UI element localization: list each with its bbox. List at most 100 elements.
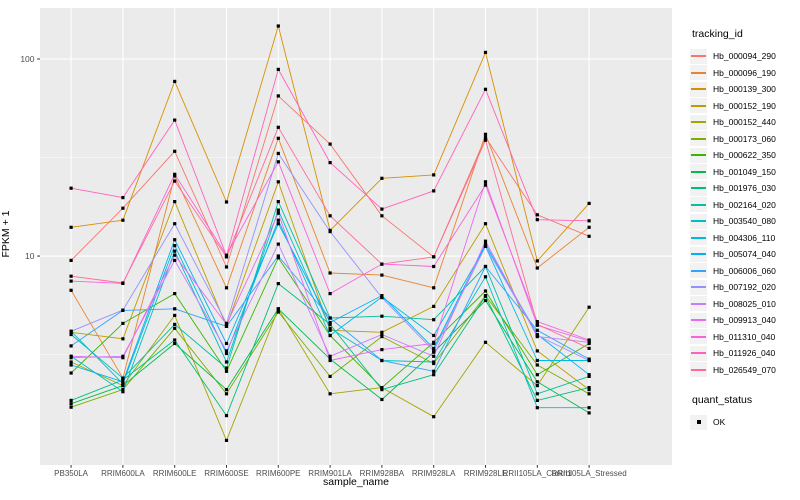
- legend-color-line: [691, 88, 706, 91]
- data-point-marker: [121, 380, 125, 384]
- data-point-marker: [121, 376, 125, 380]
- data-point-marker: [328, 374, 332, 378]
- data-point-marker: [276, 242, 280, 246]
- data-point-marker: [224, 414, 229, 418]
- data-point-marker: [535, 392, 539, 396]
- legend-color-line: [691, 352, 706, 355]
- legend-entry-Hb_005074_040: Hb_005074_040: [690, 246, 800, 263]
- legend-color-line: [691, 170, 706, 173]
- data-point-marker: [276, 254, 280, 258]
- data-point-marker: [432, 373, 436, 377]
- legend-entry-Hb_006006_060: Hb_006006_060: [690, 263, 800, 280]
- data-point-marker: [587, 386, 591, 390]
- data-point-marker: [328, 271, 332, 275]
- data-point-marker: [587, 406, 591, 410]
- legend-entry-Hb_003540_080: Hb_003540_080: [690, 213, 800, 230]
- legend-entry-Hb_000139_300: Hb_000139_300: [690, 81, 800, 98]
- legend-entry-Hb_000094_290: Hb_000094_290: [690, 48, 800, 65]
- data-point-marker: [173, 326, 177, 330]
- data-point-marker: [432, 341, 436, 346]
- legend-key-swatch: [690, 48, 707, 64]
- data-point-marker: [276, 136, 280, 140]
- legend-color-line: [691, 154, 706, 157]
- data-point-marker: [535, 398, 539, 402]
- data-point-marker: [483, 50, 488, 54]
- legend-color-line: [691, 220, 706, 223]
- legend-entry-Hb_004306_110: Hb_004306_110: [690, 230, 800, 247]
- data-point-marker: [483, 138, 488, 142]
- data-point-marker: [380, 386, 384, 390]
- data-point-marker: [483, 132, 488, 136]
- legend-entry-Hb_026549_070: Hb_026549_070: [690, 362, 800, 379]
- data-point-marker: [121, 196, 125, 200]
- data-point-marker: [380, 262, 384, 266]
- data-point-marker: [432, 264, 436, 269]
- data-point-marker: [69, 274, 73, 278]
- data-point-marker: [173, 118, 177, 122]
- data-point-marker: [380, 335, 384, 339]
- data-point-marker: [224, 341, 229, 346]
- data-point-marker: [432, 304, 436, 308]
- legend-color-line: [691, 269, 706, 272]
- data-point-marker: [432, 369, 436, 373]
- x-tick-labels: PB350LA RRIM600LA RRIM600LE RRIM600SE RRIM60…: [54, 469, 627, 478]
- x-tick-label: RRIM600PE: [256, 469, 300, 478]
- data-point-marker: [328, 214, 332, 218]
- legend-label: Hb_000139_300: [713, 84, 776, 95]
- legend-key-swatch: [690, 164, 707, 180]
- data-point-marker: [276, 256, 280, 260]
- legend-label: Hb_000152_440: [713, 117, 776, 128]
- legend-key-swatch: [690, 414, 707, 430]
- data-point-marker: [121, 218, 125, 222]
- legend-entry-Hb_001976_030: Hb_001976_030: [690, 180, 800, 197]
- data-point-marker: [173, 313, 177, 317]
- y-tick-label: 100: [20, 54, 34, 64]
- data-point-marker: [121, 321, 125, 325]
- data-point-marker: [432, 318, 436, 322]
- legend-entry-Hb_011926_040: Hb_011926_040: [690, 345, 800, 362]
- data-point-marker: [276, 180, 280, 184]
- data-point-marker: [276, 218, 280, 222]
- data-point-marker: [328, 322, 332, 326]
- legend-label: Hb_011926_040: [713, 348, 776, 359]
- legend-label: Hb_002164_020: [713, 199, 776, 210]
- data-point-marker: [224, 286, 229, 290]
- data-point-marker: [121, 206, 125, 210]
- data-point-marker: [276, 94, 280, 98]
- data-point-marker: [328, 326, 332, 330]
- data-point-marker: [328, 333, 332, 338]
- data-points: [69, 24, 591, 442]
- data-point-marker: [121, 388, 125, 392]
- data-point-marker: [224, 200, 229, 204]
- data-point-marker: [69, 258, 73, 262]
- data-point-marker: [328, 230, 332, 234]
- data-point-marker: [276, 67, 280, 71]
- data-point-marker: [121, 356, 125, 360]
- data-point-marker: [224, 322, 229, 326]
- legend-color-line: [691, 286, 706, 289]
- data-point-marker: [535, 349, 539, 353]
- data-point-marker: [483, 242, 488, 246]
- data-point-marker: [173, 200, 177, 204]
- data-point-marker: [380, 214, 384, 218]
- legend-color-line: [691, 104, 706, 107]
- legend-label: Hb_000094_290: [713, 51, 776, 62]
- data-point-marker: [432, 189, 436, 193]
- data-point-marker: [69, 354, 73, 358]
- x-tick-label: RRIM600LE: [153, 469, 197, 478]
- data-point-marker: [432, 333, 436, 338]
- data-point-marker: [483, 275, 488, 279]
- data-point-marker: [224, 265, 229, 269]
- data-point-marker: [587, 234, 591, 238]
- legend-color-line: [691, 203, 706, 206]
- legend: tracking_id Hb_000094_290 Hb_000096_190 Hb…: [690, 28, 800, 431]
- legend-label: Hb_000096_190: [713, 67, 776, 78]
- data-point-marker: [173, 172, 177, 176]
- data-point-marker: [328, 358, 332, 363]
- data-point-marker: [535, 384, 539, 388]
- data-point-marker: [69, 398, 73, 402]
- x-tick-label: PB350LA: [54, 469, 88, 478]
- data-point-marker: [224, 438, 229, 442]
- data-point-marker: [69, 360, 73, 364]
- data-point-marker: [432, 349, 436, 353]
